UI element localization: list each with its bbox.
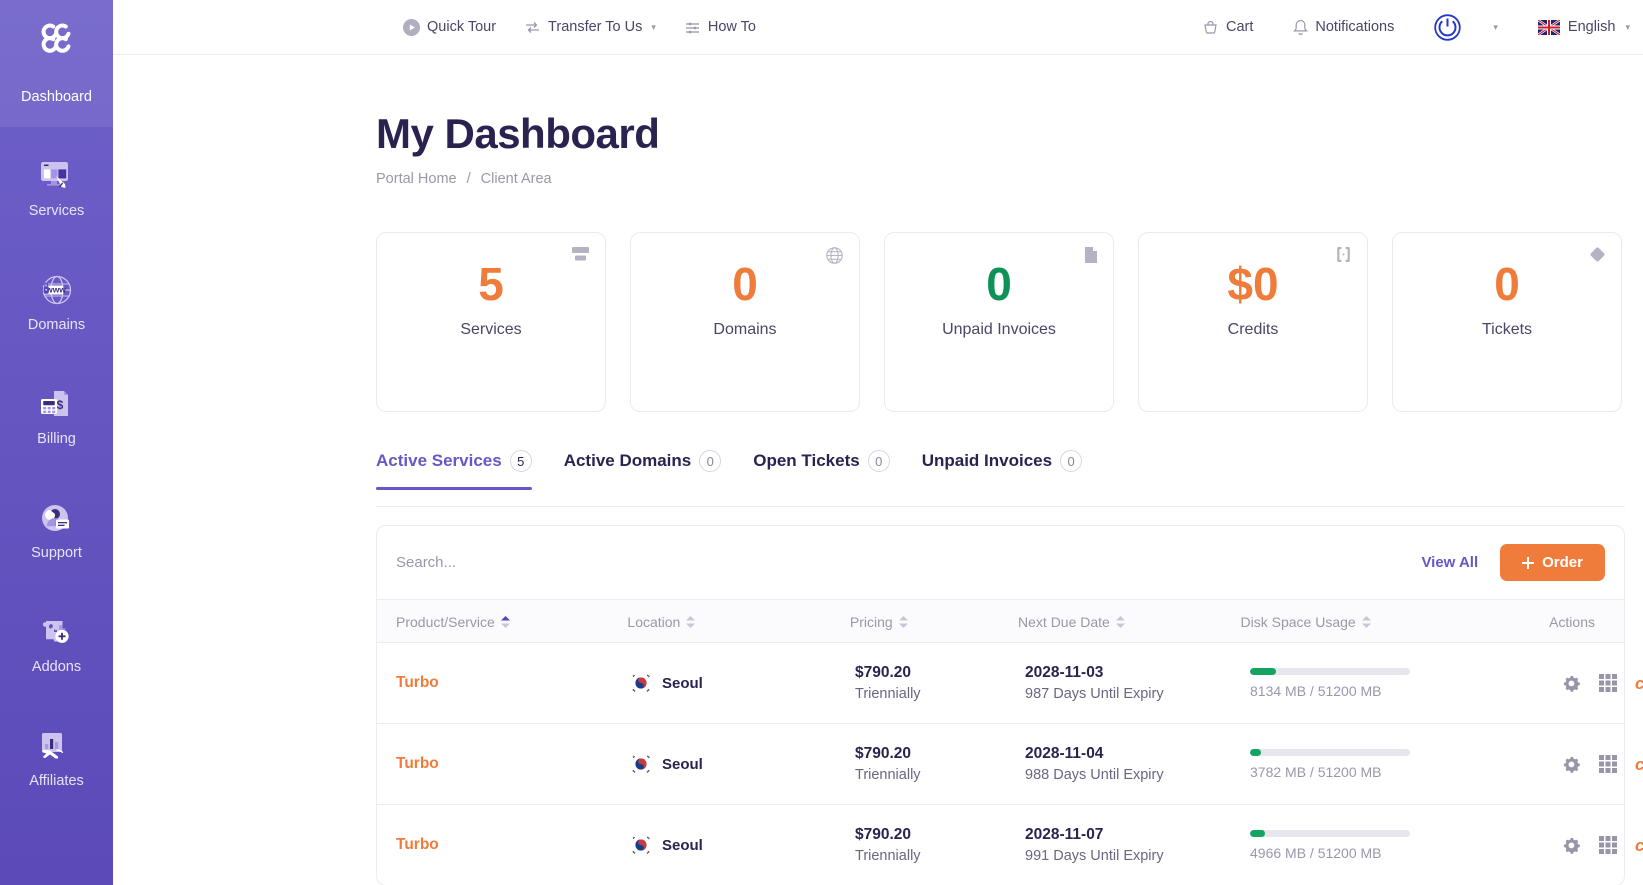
svg-text:cP: cP	[1635, 755, 1643, 774]
svg-text:$: $	[56, 398, 63, 412]
svg-text:cP: cP	[1635, 836, 1643, 855]
svg-text:cP: cP	[1635, 674, 1643, 693]
